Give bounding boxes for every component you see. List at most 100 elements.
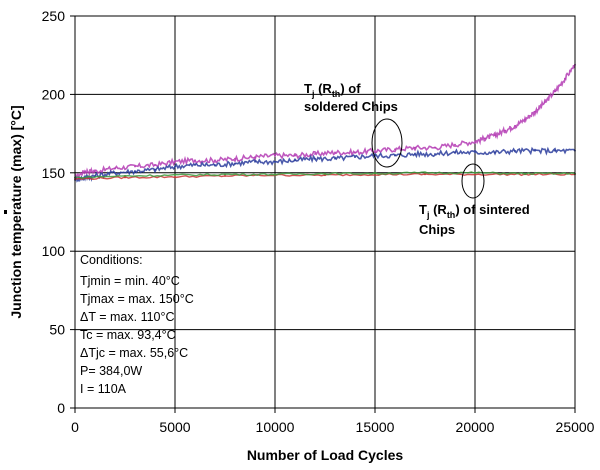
data-point	[424, 173, 426, 176]
data-point	[114, 171, 116, 174]
condition-line: ΔTjc = max. 55,6°C	[80, 346, 188, 360]
data-point	[474, 140, 476, 143]
data-point	[394, 148, 396, 151]
data-point	[214, 159, 216, 162]
data-point	[354, 151, 356, 154]
condition-line: Tjmax = max. 150°C	[80, 292, 194, 306]
x-tick-label: 15000	[356, 419, 395, 435]
x-tick-label: 20000	[456, 419, 495, 435]
data-point	[374, 149, 376, 152]
data-point	[544, 101, 546, 104]
x-axis-label: Number of Load Cycles	[247, 447, 404, 463]
y-tick-label: 50	[49, 322, 65, 338]
axis-marker	[4, 210, 7, 214]
data-point	[254, 156, 256, 159]
data-point	[394, 154, 396, 157]
data-point	[514, 149, 516, 152]
soldered-annotation-line2: soldered Chips	[304, 99, 398, 114]
data-point	[564, 77, 566, 80]
data-point	[334, 157, 336, 160]
y-tick-label: 100	[42, 243, 66, 259]
data-point	[224, 175, 226, 177]
data-point	[554, 90, 556, 93]
y-tick-label: 150	[42, 165, 66, 181]
data-point	[224, 173, 226, 176]
data-point	[494, 151, 496, 154]
plot-area-border	[74, 15, 576, 409]
series-layer	[74, 63, 576, 183]
series-3	[74, 171, 576, 179]
data-point	[494, 134, 496, 137]
data-point	[274, 154, 276, 157]
y-axis-label: Junction temperature (max) [°C]	[8, 105, 24, 318]
data-point	[354, 156, 356, 159]
x-tick-label: 25000	[556, 419, 595, 435]
data-point	[504, 129, 506, 132]
data-point	[454, 151, 456, 154]
x-tick-label: 0	[71, 419, 79, 435]
data-point	[174, 165, 176, 168]
data-point	[534, 110, 536, 113]
data-point	[294, 154, 296, 157]
data-point	[124, 176, 126, 179]
plot-frame	[70, 15, 576, 413]
data-point	[234, 162, 236, 165]
condition-line: Tjmin = min. 40°C	[80, 274, 180, 288]
soldered-annotation-ellipse	[371, 118, 403, 168]
data-point	[134, 170, 136, 173]
tick-labels: 0 5000 10000 15000 20000 25000 0 50 100 150 200 250	[42, 8, 595, 435]
data-point	[514, 124, 516, 127]
data-point	[84, 170, 86, 173]
data-point	[474, 173, 476, 176]
data-point	[274, 160, 276, 163]
data-point	[314, 153, 316, 155]
soldered-annotation-line1: Tj (Rth) of	[304, 81, 361, 99]
x-tick-label: 10000	[256, 419, 295, 435]
y-tick-label: 250	[42, 8, 66, 24]
x-tick-label: 5000	[159, 419, 190, 435]
data-point	[374, 172, 376, 175]
data-point	[194, 159, 196, 162]
sintered-annotation-ellipse	[461, 163, 485, 199]
data-point	[154, 168, 156, 171]
data-point	[294, 159, 296, 162]
data-point	[324, 172, 326, 175]
data-point	[424, 171, 426, 174]
data-point	[234, 157, 236, 160]
data-point	[274, 173, 276, 176]
data-point	[124, 175, 126, 177]
data-point	[114, 167, 116, 170]
data-point	[214, 164, 216, 166]
data-point	[414, 153, 416, 155]
data-point	[254, 160, 256, 163]
data-point	[414, 146, 416, 149]
data-point	[134, 165, 136, 168]
conditions-title: Conditions:	[80, 253, 143, 267]
data-point	[334, 151, 336, 154]
data-point	[194, 164, 196, 166]
data-point	[94, 170, 96, 173]
sintered-annotation-line1: Tj (Rth) of sintered	[419, 202, 530, 220]
data-point	[484, 137, 486, 140]
condition-line: Tc = max. 93,4°C	[80, 328, 176, 342]
data-point	[454, 143, 456, 146]
condition-line: P= 384,0W	[80, 364, 142, 378]
data-point	[474, 151, 476, 154]
data-point	[314, 157, 316, 160]
data-point	[554, 149, 556, 152]
data-point	[174, 174, 176, 177]
data-point	[434, 153, 436, 155]
y-tick-label: 0	[57, 400, 65, 416]
data-point	[174, 160, 176, 163]
y-tick-label: 200	[42, 86, 66, 102]
condition-line: ΔT = max. 110°C	[80, 310, 175, 324]
data-point	[534, 149, 536, 152]
data-point	[524, 118, 526, 121]
data-point	[474, 171, 476, 174]
data-point	[174, 175, 176, 178]
condition-line: I = 110A	[80, 382, 127, 396]
series-line	[74, 64, 576, 180]
sintered-annotation-line2: Chips	[419, 222, 455, 237]
